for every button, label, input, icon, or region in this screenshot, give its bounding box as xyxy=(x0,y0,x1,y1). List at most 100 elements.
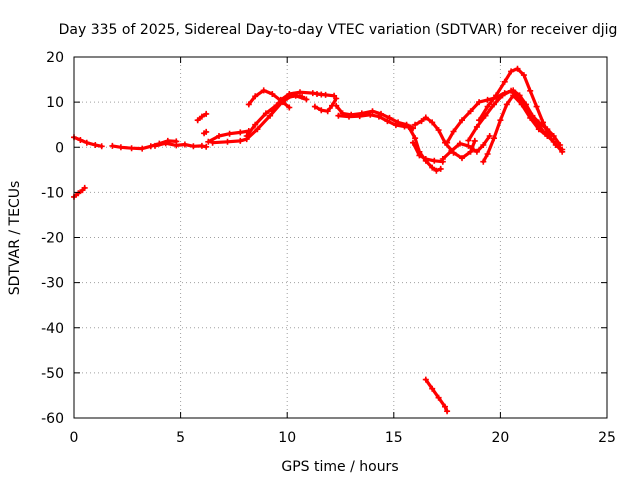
data-point-marker xyxy=(356,113,363,120)
data-point-marker xyxy=(83,139,90,146)
data-point-marker xyxy=(559,146,566,153)
data-point-marker xyxy=(198,142,205,149)
data-point-marker xyxy=(318,107,325,114)
data-point-marker xyxy=(181,141,188,148)
series-trace xyxy=(413,115,477,160)
data-point-marker xyxy=(369,108,376,115)
data-point-marker xyxy=(433,167,440,174)
series-trace xyxy=(153,141,208,149)
series-layer xyxy=(71,65,566,415)
data-point-marker xyxy=(75,190,82,197)
data-point-marker xyxy=(333,102,340,109)
data-point-marker xyxy=(429,119,436,126)
data-point-marker xyxy=(471,137,478,144)
y-tick-label: -40 xyxy=(41,321,64,337)
data-point-marker xyxy=(527,87,534,94)
data-point-marker xyxy=(518,101,525,108)
data-point-marker xyxy=(194,117,201,124)
data-point-marker xyxy=(467,148,474,155)
data-point-marker xyxy=(81,184,88,191)
x-tick-label: 5 xyxy=(176,430,185,446)
y-tick-label: -60 xyxy=(41,411,64,427)
series-arc-dip-c xyxy=(410,139,446,165)
data-point-marker xyxy=(252,121,259,128)
data-point-marker xyxy=(237,129,244,136)
data-point-marker xyxy=(331,92,338,99)
data-point-marker xyxy=(437,165,444,172)
y-axis-label: SDTVAR / TECUs xyxy=(7,181,23,296)
data-point-marker xyxy=(109,142,116,149)
data-point-marker xyxy=(465,137,472,144)
data-point-marker xyxy=(311,103,318,110)
data-point-marker xyxy=(152,142,158,149)
data-point-marker xyxy=(226,130,233,137)
data-point-marker xyxy=(422,376,429,383)
y-tick-label: -10 xyxy=(41,185,64,201)
data-point-marker xyxy=(162,140,169,147)
data-point-marker xyxy=(422,114,429,121)
data-point-marker xyxy=(267,112,274,119)
data-point-marker xyxy=(473,148,480,155)
data-point-marker xyxy=(252,93,259,100)
data-point-marker xyxy=(459,155,465,162)
series-arc-peak-9h xyxy=(245,87,293,111)
data-point-marker xyxy=(98,143,105,150)
data-point-marker xyxy=(322,91,329,98)
data-point-marker xyxy=(198,113,205,120)
y-tick-label: -30 xyxy=(41,276,64,292)
data-point-marker xyxy=(367,111,374,118)
data-point-marker xyxy=(324,108,331,115)
y-tick-label: -20 xyxy=(41,231,64,247)
data-point-marker xyxy=(484,103,491,110)
data-point-marker xyxy=(435,127,442,134)
series-arc-11h-top xyxy=(314,91,338,99)
x-tick-label: 10 xyxy=(278,430,296,446)
data-point-marker xyxy=(501,78,508,85)
series-trace xyxy=(481,93,549,164)
x-tick-label: 0 xyxy=(70,430,79,446)
data-point-marker xyxy=(412,135,419,142)
data-point-marker xyxy=(416,152,423,159)
data-point-marker xyxy=(314,91,320,97)
data-point-marker xyxy=(309,90,316,97)
data-point-marker xyxy=(237,137,244,144)
data-point-marker xyxy=(456,140,463,147)
series-trace xyxy=(72,186,87,199)
data-point-marker xyxy=(473,123,480,130)
data-point-marker xyxy=(540,119,546,126)
data-point-marker xyxy=(384,118,391,125)
data-point-marker xyxy=(405,123,412,130)
data-point-marker xyxy=(216,133,222,139)
data-point-marker xyxy=(418,118,425,125)
data-point-marker xyxy=(476,99,483,106)
x-tick-label: 15 xyxy=(385,430,403,446)
data-point-marker xyxy=(269,91,276,97)
data-point-marker xyxy=(410,139,416,146)
series-trace xyxy=(247,88,291,110)
data-point-marker xyxy=(375,113,382,120)
data-point-marker xyxy=(448,147,455,154)
y-tick-label: 0 xyxy=(55,140,64,156)
data-point-marker xyxy=(243,133,250,139)
data-point-marker xyxy=(139,145,146,152)
data-point-marker xyxy=(444,139,451,146)
data-point-marker xyxy=(508,68,515,75)
data-point-marker xyxy=(527,114,534,121)
series-trace xyxy=(334,104,415,130)
data-point-marker xyxy=(262,110,269,117)
data-point-marker xyxy=(386,114,393,121)
chart-title: Day 335 of 2025, Sidereal Day-to-day VTE… xyxy=(59,22,618,38)
data-point-marker xyxy=(128,145,135,152)
data-point-marker xyxy=(467,108,474,115)
series-arc-morning-b xyxy=(209,91,306,146)
data-point-marker xyxy=(510,92,517,99)
data-point-marker xyxy=(459,117,465,124)
data-point-marker xyxy=(190,143,197,150)
data-point-marker xyxy=(203,110,210,117)
data-point-marker xyxy=(514,65,521,72)
data-point-marker xyxy=(480,158,487,165)
data-point-marker xyxy=(254,126,261,133)
data-point-marker xyxy=(286,91,293,97)
tick-layer xyxy=(73,56,608,419)
